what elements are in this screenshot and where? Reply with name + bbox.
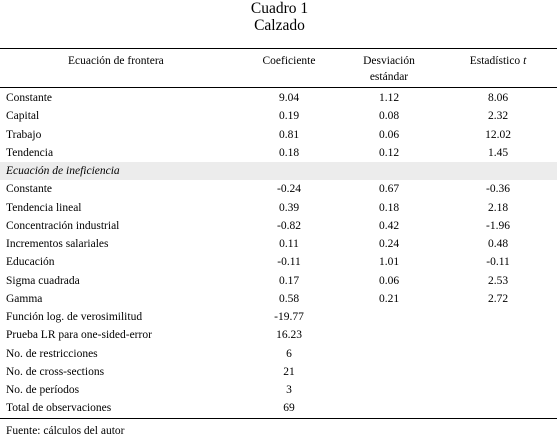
table-row: Capital 0.19 0.08 2.32 <box>0 107 557 125</box>
table-row: Función log. de verosimilitud -19.77 <box>0 308 557 326</box>
coefficient-cell: -0.11 <box>277 256 301 269</box>
row-label: Sigma cuadrada <box>6 274 80 287</box>
row-label: Función log. de verosimilitud <box>6 311 143 323</box>
header-t-italic: t <box>523 55 527 67</box>
row-label: No. de cross-sections <box>6 365 105 378</box>
coefficient-cell: 0.17 <box>278 274 300 287</box>
header-coefficient: Coeficiente <box>262 55 316 67</box>
coefficient-cell: 0.19 <box>278 110 300 123</box>
table-title-block: Cuadro 1 Calzado <box>0 0 559 34</box>
table-row: No. de períodos 3 <box>0 381 557 399</box>
table-title: Cuadro 1 <box>250 0 309 17</box>
header-equation: Ecuación de frontera <box>68 55 164 67</box>
coefficient-cell: -0.24 <box>277 183 301 196</box>
std-dev-cell: 0.08 <box>378 110 400 123</box>
std-dev-cell: 0.06 <box>378 274 400 287</box>
row-label: Concentración industrial <box>6 219 120 232</box>
t-statistic-cell: -0.11 <box>486 256 510 269</box>
table-source-note: Fuente: cálculos del autor <box>6 425 125 437</box>
table-row: No. de restricciones 6 <box>0 345 557 363</box>
header-rule <box>0 87 557 88</box>
row-label: Total de observaciones <box>6 402 112 415</box>
std-dev-cell: 1.12 <box>378 92 400 104</box>
header-t-prefix: Estadístico <box>469 55 524 67</box>
section-row: Ecuación de ineficiencia <box>0 162 557 180</box>
row-label: Gamma <box>6 292 43 305</box>
bottom-rule <box>0 418 557 419</box>
t-statistic-cell: -0.36 <box>486 183 510 196</box>
row-label: Trabajo <box>6 128 42 141</box>
t-statistic-cell: 0.48 <box>487 238 509 250</box>
table-row: No. de cross-sections 21 <box>0 363 557 381</box>
coefficient-cell: 16.23 <box>276 329 302 342</box>
coefficient-cell: 6 <box>286 347 292 360</box>
table-row: Concentración industrial -0.82 0.42 -1.96 <box>0 217 557 235</box>
std-dev-cell: 0.24 <box>378 238 400 250</box>
coefficient-cell: 69 <box>283 402 295 415</box>
table-row: Tendencia lineal 0.39 0.18 2.18 <box>0 199 557 217</box>
t-statistic-cell: 2.53 <box>487 274 509 287</box>
t-statistic-cell: 1.45 <box>487 146 509 159</box>
coefficient-cell: 0.81 <box>278 128 300 141</box>
coefficient-cell: 3 <box>286 384 292 396</box>
row-label: Educación <box>6 256 55 269</box>
row-label: Constante <box>6 183 52 196</box>
std-dev-cell: 0.42 <box>378 219 400 232</box>
table-row: Prueba LR para one-sided-error 16.23 <box>0 326 557 344</box>
row-label: Constante <box>6 92 52 104</box>
header-t-statistic: Estadístico t <box>448 53 548 69</box>
coefficient-cell: -0.82 <box>277 219 301 232</box>
row-label: Incrementos salariales <box>6 238 109 250</box>
table-row: Educación -0.11 1.01 -0.11 <box>0 253 557 271</box>
header-std-dev-line2: estándar <box>369 71 409 83</box>
coefficient-cell: 21 <box>283 365 295 378</box>
header-std-dev-line1: Desviación <box>363 55 415 67</box>
header-std-dev: Desviación estándar <box>340 53 438 85</box>
coefficient-cell: 9.04 <box>278 92 300 104</box>
t-statistic-cell: 8.06 <box>487 92 509 104</box>
coefficient-cell: 0.58 <box>278 292 300 305</box>
table-row: Tendencia 0.18 0.12 1.45 <box>0 144 557 162</box>
row-label: Capital <box>6 110 40 123</box>
std-dev-cell: 0.12 <box>378 146 400 159</box>
row-label: No. de períodos <box>6 384 80 396</box>
row-label: No. de restricciones <box>6 347 98 360</box>
std-dev-cell: 0.67 <box>378 183 400 196</box>
coefficient-cell: -19.77 <box>274 311 304 323</box>
t-statistic-cell: 2.72 <box>487 292 509 305</box>
table-row: Gamma 0.58 0.21 2.72 <box>0 290 557 308</box>
t-statistic-cell: 12.02 <box>485 128 511 141</box>
std-dev-cell: 1.01 <box>378 256 400 269</box>
coefficient-cell: 0.11 <box>279 238 299 250</box>
row-label: Prueba LR para one-sided-error <box>6 329 152 342</box>
coefficient-cell: 0.39 <box>278 201 300 214</box>
table-row: Constante -0.24 0.67 -0.36 <box>0 180 557 198</box>
std-dev-cell: 0.18 <box>378 201 400 214</box>
t-statistic-cell: 2.18 <box>487 201 509 214</box>
table-row: Trabajo 0.81 0.06 12.02 <box>0 126 557 144</box>
table-row: Total de observaciones 69 <box>0 399 557 417</box>
t-statistic-cell: -1.96 <box>486 219 510 232</box>
table-row: Constante 9.04 1.12 8.06 <box>0 89 557 107</box>
row-label: Tendencia lineal <box>6 201 82 214</box>
table-row: Incrementos salariales 0.11 0.24 0.48 <box>0 235 557 253</box>
table-subtitle: Calzado <box>254 17 305 34</box>
row-label: Tendencia <box>6 146 54 159</box>
table-row: Sigma cuadrada 0.17 0.06 2.53 <box>0 272 557 290</box>
t-statistic-cell: 2.32 <box>487 110 509 123</box>
section-label: Ecuación de ineficiencia <box>6 165 120 177</box>
std-dev-cell: 0.06 <box>378 128 400 141</box>
coefficient-cell: 0.18 <box>278 146 300 159</box>
std-dev-cell: 0.21 <box>378 292 400 305</box>
top-rule <box>0 48 557 49</box>
